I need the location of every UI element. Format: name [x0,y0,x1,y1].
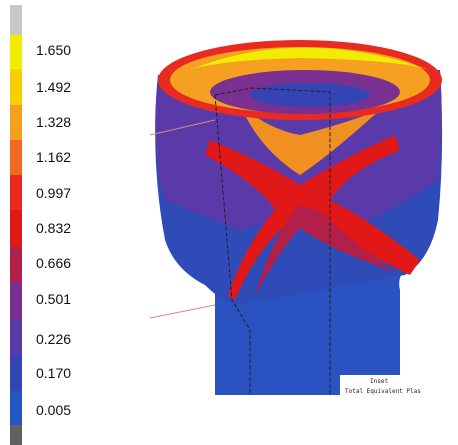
legend-level: 1.328 [36,114,71,130]
legend-level: 0.226 [36,331,71,347]
legend-level: 1.492 [36,79,71,95]
legend-level: 0.501 [36,291,71,307]
screenshot: Inset Total Equivalent Plas 1.650 1.492 1.… [0,0,458,445]
legend-level: 0.832 [36,220,71,236]
part-model: Inset Total Equivalent Plas [150,40,458,397]
legend-level: 1.650 [36,42,71,58]
legend-level: 1.162 [36,149,71,165]
legend-level: 0.666 [36,255,71,271]
color-bar [10,5,22,445]
legend-level: 0.997 [36,185,71,201]
legend-level: 0.005 [36,402,71,418]
inset-label: Inset [370,378,388,385]
legend-level: 0.170 [36,365,71,381]
result-label: Total Equivalent Plas [345,388,421,395]
